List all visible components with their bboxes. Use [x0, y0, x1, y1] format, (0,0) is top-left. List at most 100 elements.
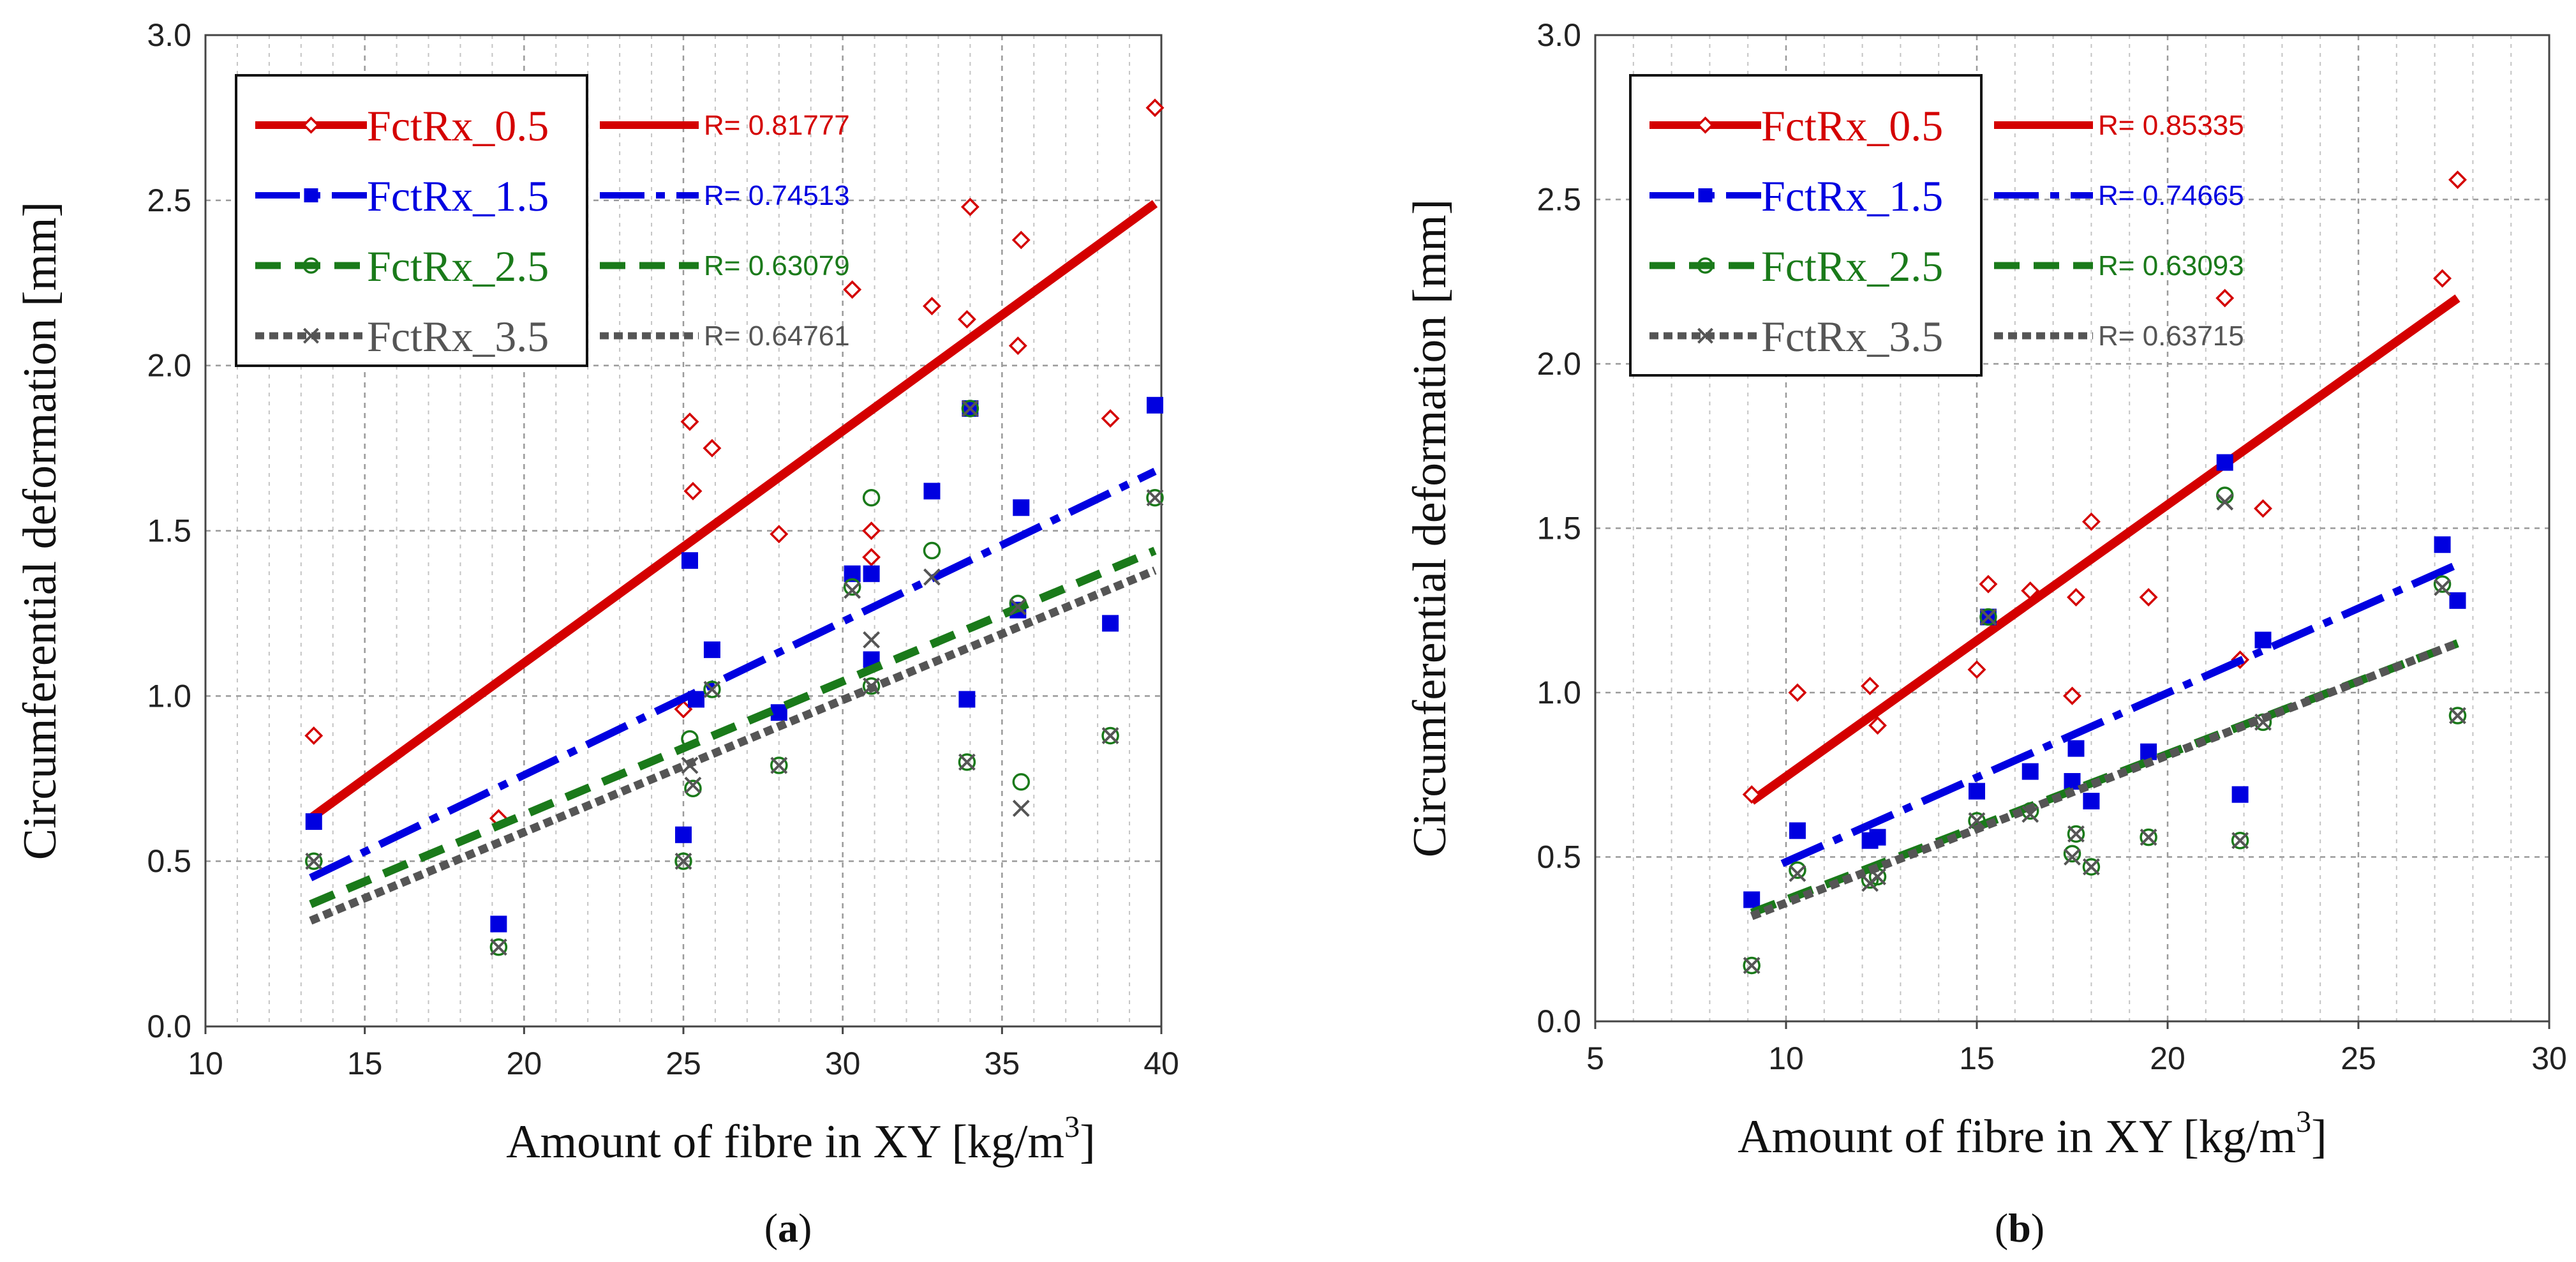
trend-line — [309, 467, 1157, 882]
x-tick-label: 30 — [2531, 1040, 2567, 1076]
data-point — [1008, 336, 1027, 356]
trend-line — [1749, 294, 2461, 805]
legend-label: FctRx_2.5 — [1761, 242, 1943, 290]
data-point — [843, 280, 862, 299]
legend-marker — [303, 327, 319, 344]
y-tick-label: 1.5 — [1537, 511, 1581, 546]
data-point — [490, 915, 507, 933]
legend-label: FctRx_1.5 — [1761, 172, 1943, 220]
data-point — [681, 552, 698, 569]
series-FctRx_3.5 — [1743, 493, 2466, 974]
data-point — [2448, 170, 2467, 190]
data-point — [1743, 957, 1761, 974]
data-point — [674, 852, 692, 870]
chart-panel-a: 10 15 20 25 30 35 40 0.0 0.5 1.0 1.5 2.0 2.5 3.0 Amoun… — [14, 17, 1179, 1251]
x-tick-label: 25 — [666, 1046, 701, 1081]
data-point — [1146, 488, 1164, 507]
r-value-label: R= 0.74513 — [704, 180, 850, 211]
data-point — [1101, 727, 1119, 744]
data-point — [863, 565, 880, 582]
data-point — [1979, 575, 1998, 594]
data-point — [2067, 825, 2085, 843]
panel-label: (b) — [1995, 1205, 2044, 1251]
y-axis-label: Circumferential deformation [mm] — [1404, 199, 1456, 858]
y-tick-label: 0.0 — [147, 1009, 191, 1044]
data-point — [305, 852, 323, 870]
data-point — [2216, 454, 2233, 471]
data-point — [2063, 686, 2081, 705]
data-point — [2139, 588, 2158, 607]
data-point — [2448, 707, 2467, 725]
panel-label: (a) — [764, 1205, 812, 1251]
x-tick-label: 40 — [1143, 1046, 1179, 1081]
series-FctRx_3.5 — [305, 400, 1164, 956]
legend-label: FctRx_0.5 — [367, 101, 549, 150]
data-point — [1789, 861, 1806, 879]
x-tick-label: 30 — [825, 1046, 861, 1081]
data-point — [2082, 858, 2100, 876]
data-point — [1102, 615, 1119, 632]
legend-label: FctRx_2.5 — [367, 242, 549, 290]
data-point — [1789, 822, 1806, 839]
data-point — [1101, 726, 1119, 745]
data-point — [2433, 575, 2452, 593]
data-point — [2081, 512, 2101, 531]
data-point — [2254, 499, 2272, 518]
data-point — [2449, 707, 2466, 725]
data-point — [1861, 677, 1880, 696]
data-point — [862, 488, 881, 507]
legend-box — [235, 74, 588, 367]
data-point — [683, 481, 703, 500]
data-point — [1789, 864, 1806, 882]
data-point — [1147, 396, 1164, 414]
y-tick-label: 3.0 — [147, 17, 191, 53]
y-tick-label: 2.5 — [147, 183, 191, 218]
data-point — [2021, 802, 2039, 820]
x-tick-label: 20 — [2150, 1040, 2185, 1076]
data-point — [2231, 832, 2249, 850]
y-tick-label: 2.0 — [1537, 346, 1581, 382]
legend-marker — [302, 257, 320, 274]
data-point — [489, 938, 508, 956]
legend-marker — [1697, 116, 1714, 134]
legend-marker — [1697, 327, 1713, 344]
data-point — [703, 439, 722, 458]
data-point — [2433, 269, 2452, 288]
r-value-label: R= 0.63079 — [704, 250, 850, 282]
y-tick-label: 1.0 — [147, 678, 191, 714]
data-point — [1869, 829, 1886, 846]
data-point — [1012, 773, 1031, 791]
x-tick-label: 25 — [2341, 1040, 2376, 1076]
trend-line — [308, 200, 1158, 822]
trend-line — [309, 566, 1157, 925]
data-point — [1861, 871, 1879, 889]
series-FctRx_1.5 — [1743, 454, 2466, 908]
data-point — [489, 938, 507, 956]
data-point — [1009, 598, 1027, 615]
legend: FctRx_0.5 FctRx_1.5 FctRx_2.5 FctRx_3.5 — [235, 74, 588, 367]
data-point — [770, 525, 789, 544]
legend-label: FctRx_0.5 — [1761, 101, 1943, 150]
data-point — [2083, 792, 2100, 809]
data-point — [2254, 631, 2272, 649]
data-point — [1788, 683, 1807, 702]
data-point — [863, 631, 881, 649]
data-point — [680, 412, 699, 432]
r-value-label: R= 0.63715 — [2098, 320, 2244, 352]
x-axis-label: Amount of fibre in XY [kg/m3] — [506, 1110, 1096, 1168]
data-point — [674, 852, 692, 870]
data-point — [1969, 783, 1985, 800]
data-point — [703, 641, 720, 658]
data-point — [770, 704, 787, 721]
data-point — [687, 691, 704, 708]
data-point — [923, 297, 941, 315]
data-point — [2231, 832, 2249, 850]
data-point — [1101, 409, 1120, 428]
data-point — [1011, 230, 1031, 250]
data-point — [862, 548, 881, 567]
data-point — [703, 680, 721, 698]
data-point — [305, 813, 322, 830]
y-tick-label: 2.0 — [147, 348, 191, 384]
data-point — [961, 400, 979, 417]
r-value-label: R= 0.63093 — [2098, 250, 2244, 282]
